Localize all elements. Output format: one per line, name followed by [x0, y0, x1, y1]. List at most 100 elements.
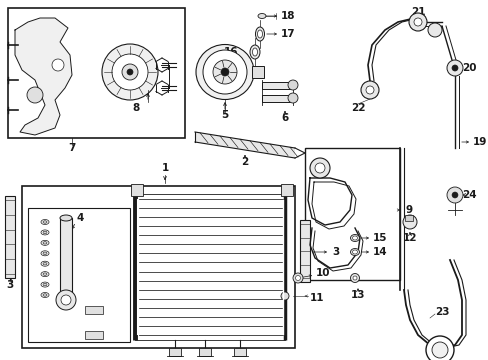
Text: 8: 8	[132, 103, 140, 113]
Circle shape	[314, 163, 325, 173]
Circle shape	[446, 60, 462, 76]
Bar	[85, 306, 103, 314]
Ellipse shape	[43, 231, 47, 234]
Ellipse shape	[352, 276, 356, 280]
Ellipse shape	[196, 45, 253, 99]
Circle shape	[408, 13, 426, 31]
Circle shape	[287, 80, 297, 90]
Bar	[169, 348, 181, 356]
Bar	[22, 186, 294, 348]
Ellipse shape	[350, 274, 359, 283]
Ellipse shape	[43, 242, 47, 244]
Circle shape	[56, 290, 76, 310]
Ellipse shape	[41, 282, 49, 287]
Bar	[60, 218, 72, 296]
Text: 5: 5	[221, 110, 228, 120]
Text: 24: 24	[461, 190, 476, 200]
Circle shape	[451, 65, 457, 71]
Bar	[8, 8, 184, 138]
Bar	[85, 331, 103, 339]
Bar	[404, 215, 412, 221]
Ellipse shape	[43, 221, 47, 223]
Circle shape	[102, 44, 158, 100]
Bar	[299, 220, 309, 282]
Bar	[251, 66, 264, 78]
Ellipse shape	[249, 45, 260, 59]
Text: 3: 3	[331, 247, 339, 257]
Ellipse shape	[60, 215, 72, 221]
Circle shape	[402, 215, 416, 229]
Text: 15: 15	[372, 233, 386, 243]
Circle shape	[221, 68, 228, 76]
Circle shape	[61, 295, 71, 305]
Bar	[131, 184, 142, 196]
Text: 22: 22	[350, 103, 365, 113]
Text: 1: 1	[161, 163, 168, 173]
Ellipse shape	[258, 13, 265, 18]
Text: 18: 18	[281, 11, 295, 21]
Ellipse shape	[43, 252, 47, 255]
Ellipse shape	[43, 262, 47, 265]
Polygon shape	[195, 132, 294, 158]
Circle shape	[27, 87, 43, 103]
Ellipse shape	[43, 283, 47, 286]
Text: 23: 23	[434, 307, 448, 317]
Text: 11: 11	[309, 293, 324, 303]
Ellipse shape	[43, 273, 47, 275]
Text: 14: 14	[372, 247, 387, 257]
Text: 16: 16	[223, 47, 238, 57]
Ellipse shape	[257, 30, 262, 38]
Circle shape	[127, 69, 133, 75]
Text: 19: 19	[472, 137, 487, 147]
Circle shape	[213, 60, 237, 84]
Ellipse shape	[41, 220, 49, 225]
Ellipse shape	[350, 248, 359, 256]
Circle shape	[413, 18, 421, 26]
Circle shape	[431, 342, 447, 358]
Text: 13: 13	[350, 290, 365, 300]
Text: 17: 17	[281, 29, 295, 39]
Bar	[262, 82, 289, 89]
Ellipse shape	[41, 292, 49, 297]
Ellipse shape	[252, 48, 257, 56]
Circle shape	[425, 336, 453, 360]
Ellipse shape	[295, 275, 300, 280]
Bar	[199, 348, 210, 356]
Ellipse shape	[350, 234, 359, 242]
Circle shape	[360, 81, 378, 99]
Text: 12: 12	[402, 233, 416, 243]
Circle shape	[52, 59, 64, 71]
Bar	[305, 148, 399, 280]
Bar	[28, 208, 130, 342]
Circle shape	[287, 93, 297, 103]
Polygon shape	[15, 18, 72, 135]
Text: 20: 20	[461, 63, 475, 73]
Text: 6: 6	[281, 113, 288, 123]
Circle shape	[427, 23, 441, 37]
Circle shape	[365, 86, 373, 94]
Text: 3: 3	[6, 280, 14, 290]
Ellipse shape	[41, 240, 49, 246]
Ellipse shape	[352, 236, 357, 240]
Ellipse shape	[41, 251, 49, 256]
Circle shape	[309, 158, 329, 178]
Ellipse shape	[352, 250, 357, 254]
Ellipse shape	[281, 292, 288, 300]
Text: 9: 9	[404, 205, 411, 215]
Circle shape	[203, 50, 246, 94]
Ellipse shape	[41, 272, 49, 276]
Text: 10: 10	[315, 268, 330, 278]
Circle shape	[446, 187, 462, 203]
Ellipse shape	[41, 261, 49, 266]
Text: 4: 4	[76, 213, 83, 223]
Circle shape	[112, 54, 148, 90]
Ellipse shape	[43, 294, 47, 296]
Bar	[262, 95, 289, 102]
Text: 2: 2	[241, 157, 248, 167]
Bar	[5, 196, 15, 278]
Ellipse shape	[292, 273, 303, 283]
Ellipse shape	[41, 230, 49, 235]
Bar	[234, 348, 245, 356]
Circle shape	[451, 192, 457, 198]
Text: 21: 21	[410, 7, 425, 17]
